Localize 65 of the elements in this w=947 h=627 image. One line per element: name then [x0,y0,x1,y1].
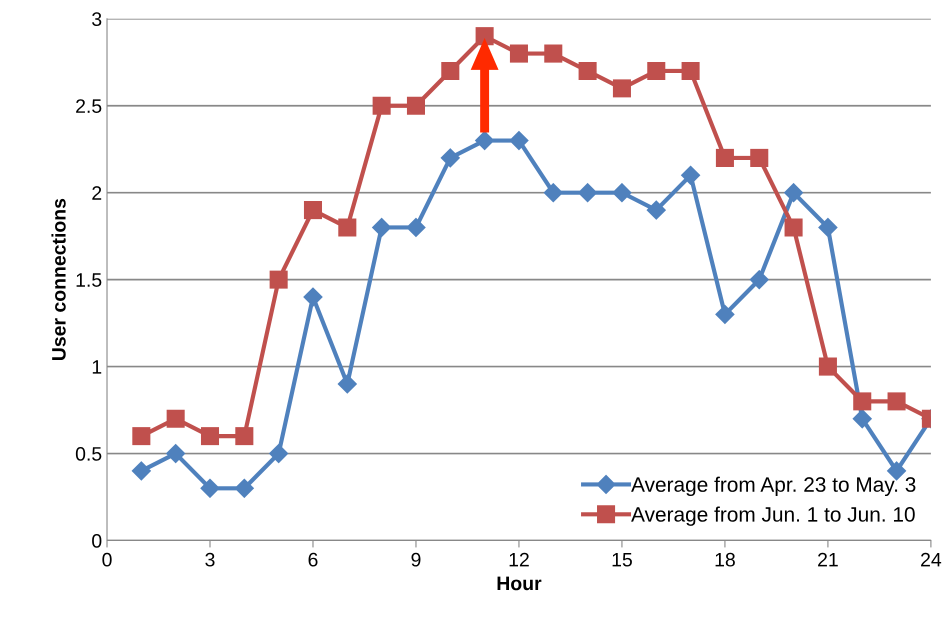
y-tick-label: 1 [92,360,102,374]
point [544,183,563,202]
point [682,62,700,80]
point [132,461,151,480]
x-tick-label: 9 [411,552,420,567]
point [475,131,494,150]
legend-label: Average from Apr. 23 to May. 3 [631,476,916,496]
point [338,374,357,394]
point [818,358,837,376]
point [750,148,768,167]
point [200,427,220,446]
x-tick-label: 3 [205,552,215,567]
point [818,218,838,238]
point [269,444,288,464]
point [888,392,906,410]
point [852,409,872,428]
point [750,270,769,290]
point [544,44,562,63]
point [612,183,632,202]
y-tick-label: 2.5 [76,99,102,113]
x-tick-label: 24 [921,552,942,566]
point [784,183,804,202]
y-axis-title: User connections [51,198,66,360]
point [716,148,734,167]
point [681,166,700,185]
point [510,44,528,63]
point [234,478,254,498]
point [441,62,460,80]
y-tick-label: 3 [92,12,102,26]
point [372,218,392,238]
point [166,444,186,464]
x-tick-label: 15 [612,552,632,567]
point [509,131,528,150]
point [166,410,185,428]
point [406,218,426,238]
point [578,183,598,202]
x-tick-label: 12 [510,552,529,566]
x-tick-label: 6 [308,552,318,567]
x-tick-label: 0 [102,552,112,567]
point [200,478,220,498]
point [646,200,666,220]
point [303,287,323,307]
point [853,392,872,410]
point [647,62,666,80]
point [406,96,425,115]
x-tick-label: 21 [818,552,838,566]
point [338,218,356,237]
point [270,270,288,289]
point [372,96,391,115]
y-tick-label: 1.5 [76,273,102,287]
point [132,427,150,446]
x-tick-label: 18 [716,552,735,567]
point [304,201,322,220]
y-tick-label: 0 [92,534,102,548]
point [476,27,494,46]
y-tick-label: 2 [92,186,102,200]
x-axis-title: Hour [498,576,542,590]
point [578,62,597,80]
point [784,218,803,237]
point [440,148,460,168]
legend-label: Average from Jun. 1 to Jun. 10 [631,506,915,526]
y-tick-label: 0.5 [76,447,102,461]
point [612,79,631,98]
point [235,427,254,446]
point [715,304,734,324]
